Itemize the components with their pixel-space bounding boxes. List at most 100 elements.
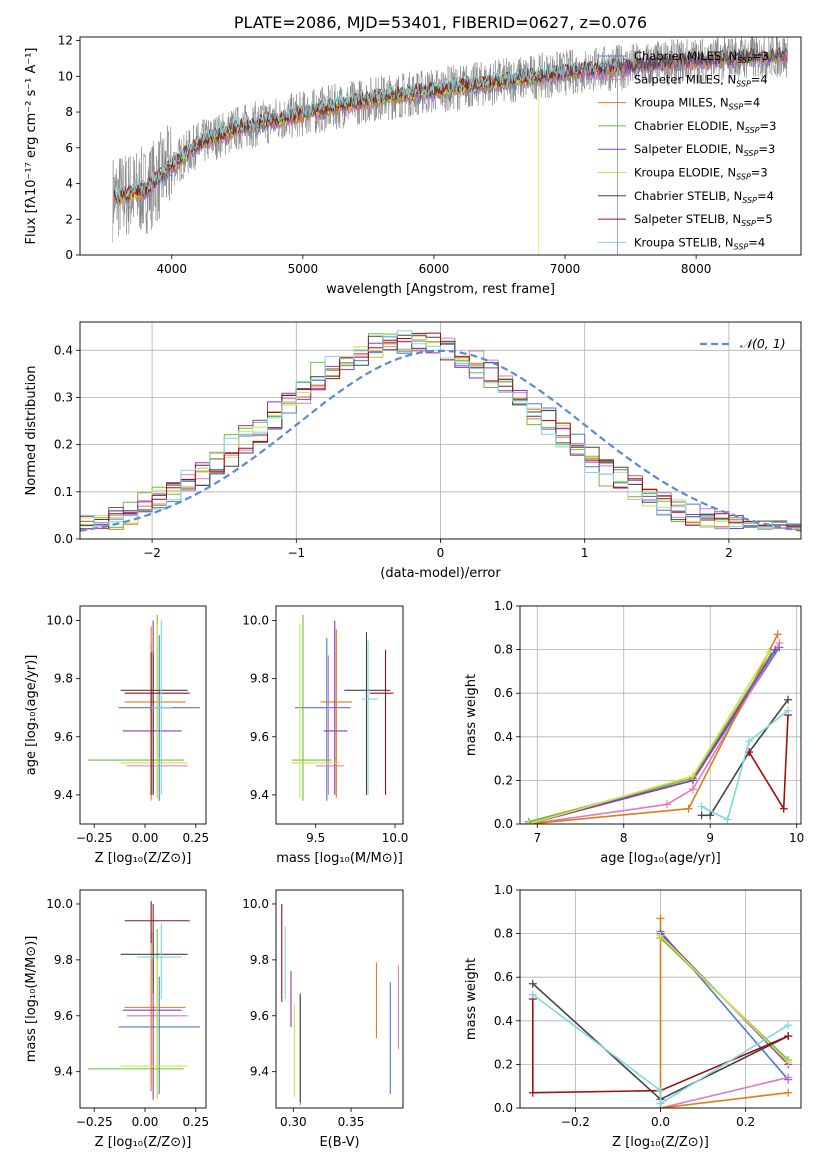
x-tick-label: 0.30 xyxy=(280,1115,307,1129)
weight-line-kroupa_stelib xyxy=(701,709,789,821)
model-line-kroupa_stelib xyxy=(113,56,618,255)
y-tick-label: 0.8 xyxy=(494,927,513,941)
x-axis-label: (data-model)/error xyxy=(380,566,501,581)
y-tick-label: 0.2 xyxy=(494,1057,513,1071)
axes-frame xyxy=(275,889,404,1109)
legend-text: Salpeter MILES, N xyxy=(634,72,736,86)
x-tick-label: 0 xyxy=(437,546,445,560)
y-axis-label: mass weight xyxy=(464,674,479,756)
legend-entry: Salpeter ELODIE, NSSP=3 xyxy=(634,142,775,158)
x-tick-label: 5000 xyxy=(288,262,319,276)
legend-text: Kroupa STELIB, N xyxy=(634,235,734,249)
x-tick-label: 7000 xyxy=(550,262,581,276)
legend-text: Kroupa ELODIE, N xyxy=(634,166,736,180)
legend-value: =3 xyxy=(758,142,775,156)
y-tick-label: 4 xyxy=(65,177,73,191)
legend-subscript: SSP xyxy=(729,103,744,112)
x-tick-label: 0.0 xyxy=(651,1115,670,1129)
axes-frame xyxy=(275,605,404,825)
y-tick-label: 10.0 xyxy=(46,614,73,628)
y-tick-label: 9.6 xyxy=(250,730,269,744)
x-tick-label: −0.25 xyxy=(76,831,113,845)
legend-text: Salpeter STELIB, N xyxy=(634,212,741,226)
weight-line-salpeter_stelib xyxy=(748,714,789,812)
y-tick-label: 8 xyxy=(65,105,73,119)
x-tick-label: 0.2 xyxy=(736,1115,755,1129)
y-axis-label: mass [log₁₀(M/M⊙)] xyxy=(24,936,39,1063)
x-axis-label: Z [log₁₀(Z/Z⊙)] xyxy=(612,1135,709,1150)
legend: 𝒩(0, 1) xyxy=(700,336,786,351)
panel-mass_vs_ebv: 0.30 0.35 9.4 9.6 9.8 10.0 E(B-V) xyxy=(242,889,404,1150)
legend-entry: Chabrier STELIB, NSSP=4 xyxy=(634,189,774,205)
x-tick-label: 8 xyxy=(620,831,628,845)
x-tick-label: −2 xyxy=(143,546,161,560)
plot-area xyxy=(281,903,399,1106)
y-tick-label: 0.2 xyxy=(494,773,513,787)
y-tick-label: 9.8 xyxy=(54,672,73,686)
plot-area xyxy=(88,614,200,801)
x-tick-label: 0.00 xyxy=(132,831,159,845)
legend-text: Chabrier ELODIE, N xyxy=(634,119,745,133)
legend-entry: 𝒩(0, 1) xyxy=(740,336,786,351)
y-tick-label: 9.8 xyxy=(250,672,269,686)
weight-line-kroupa_stelib xyxy=(532,993,789,1106)
plot-area xyxy=(528,914,793,1108)
legend-value: =3 xyxy=(752,49,769,63)
x-tick-label: 0.35 xyxy=(338,1115,365,1129)
y-tick-label: 9.6 xyxy=(250,1009,269,1023)
weight-line-salpeter_stelib xyxy=(532,999,789,1094)
plot-area xyxy=(80,330,801,532)
x-tick-label: −0.2 xyxy=(561,1115,590,1129)
legend-subscript: SSP xyxy=(736,79,751,88)
legend-text: Chabrier STELIB, N xyxy=(634,189,742,203)
y-tick-label: 0.6 xyxy=(494,686,513,700)
y-axis-label: Normed distribution xyxy=(24,366,39,496)
x-tick-label: 8000 xyxy=(681,262,712,276)
y-tick-label: 0.3 xyxy=(54,390,73,404)
y-tick-label: 10.0 xyxy=(46,897,73,911)
y-tick-label: 1.0 xyxy=(494,599,513,613)
legend-entry: Salpeter STELIB, NSSP=5 xyxy=(634,212,773,228)
normal-curve xyxy=(80,349,801,532)
legend-subscript: SSP xyxy=(745,126,760,135)
panel-weight_vs_Z: −0.2 0.0 0.2 0.0 0.2 0.4 0.6 0.8 1.0 Z [log₁₀(Z/Z… xyxy=(464,883,802,1150)
y-tick-label: 9.6 xyxy=(54,1009,73,1023)
legend-subscript: SSP xyxy=(742,196,757,205)
y-tick-label: 10.0 xyxy=(242,614,269,628)
x-axis-label: Z [log₁₀(Z/Z⊙)] xyxy=(95,1135,192,1150)
axes-frame xyxy=(79,36,802,256)
axes-frame xyxy=(519,889,802,1109)
x-axis-label: age [log₁₀(age/yr)] xyxy=(600,851,721,866)
y-axis-label: age [log₁₀(age/yr)] xyxy=(24,655,39,776)
legend-value: =4 xyxy=(743,96,760,110)
legend-entry: Kroupa ELODIE, NSSP=3 xyxy=(634,166,768,182)
panel-residuals: −2 −1 0 1 2 0.0 0.1 0.2 0.3 0.4 (data-model)/error… xyxy=(24,321,802,581)
chart-title: PLATE=2086, MJD=53401, FIBERID=0627, z=0… xyxy=(234,13,647,32)
x-tick-label: 9 xyxy=(706,831,714,845)
legend-subscript: SSP xyxy=(737,56,752,65)
legend-text: Kroupa MILES, N xyxy=(634,96,729,110)
x-axis-label: wavelength [Angstrom, rest frame] xyxy=(326,282,555,297)
legend-subscript: SSP xyxy=(741,219,756,228)
y-tick-label: 12 xyxy=(58,34,73,48)
plot-area xyxy=(524,630,793,824)
legend-value: =3 xyxy=(751,166,768,180)
x-tick-label: 9.5 xyxy=(306,831,325,845)
y-axis-label: mass weight xyxy=(464,958,479,1040)
legend-entry: Kroupa STELIB, NSSP=4 xyxy=(634,235,765,251)
y-tick-label: 0.8 xyxy=(494,643,513,657)
axes-frame xyxy=(79,889,207,1109)
x-tick-label: 7 xyxy=(533,831,541,845)
y-tick-label: 0 xyxy=(65,248,73,262)
weight-line-chabrier_miles xyxy=(528,646,781,823)
panel-spectrum: 4000 5000 6000 7000 8000 0 2 4 6 8 10 12 wavelength … xyxy=(24,13,802,297)
y-axis-label: Flux [fλ10⁻¹⁷ erg cm⁻² s⁻¹ A⁻¹] xyxy=(24,48,39,245)
x-tick-label: 0.25 xyxy=(182,831,209,845)
legend-entry: Chabrier MILES, NSSP=3 xyxy=(634,49,769,65)
legend-entry: Kroupa MILES, NSSP=4 xyxy=(634,96,760,112)
y-tick-label: 0.6 xyxy=(494,970,513,984)
x-axis-label: mass [log₁₀(M/M⊙)] xyxy=(276,851,403,866)
weight-line-kroupa_miles xyxy=(659,918,789,1108)
legend-subscript: SSP xyxy=(734,242,749,251)
